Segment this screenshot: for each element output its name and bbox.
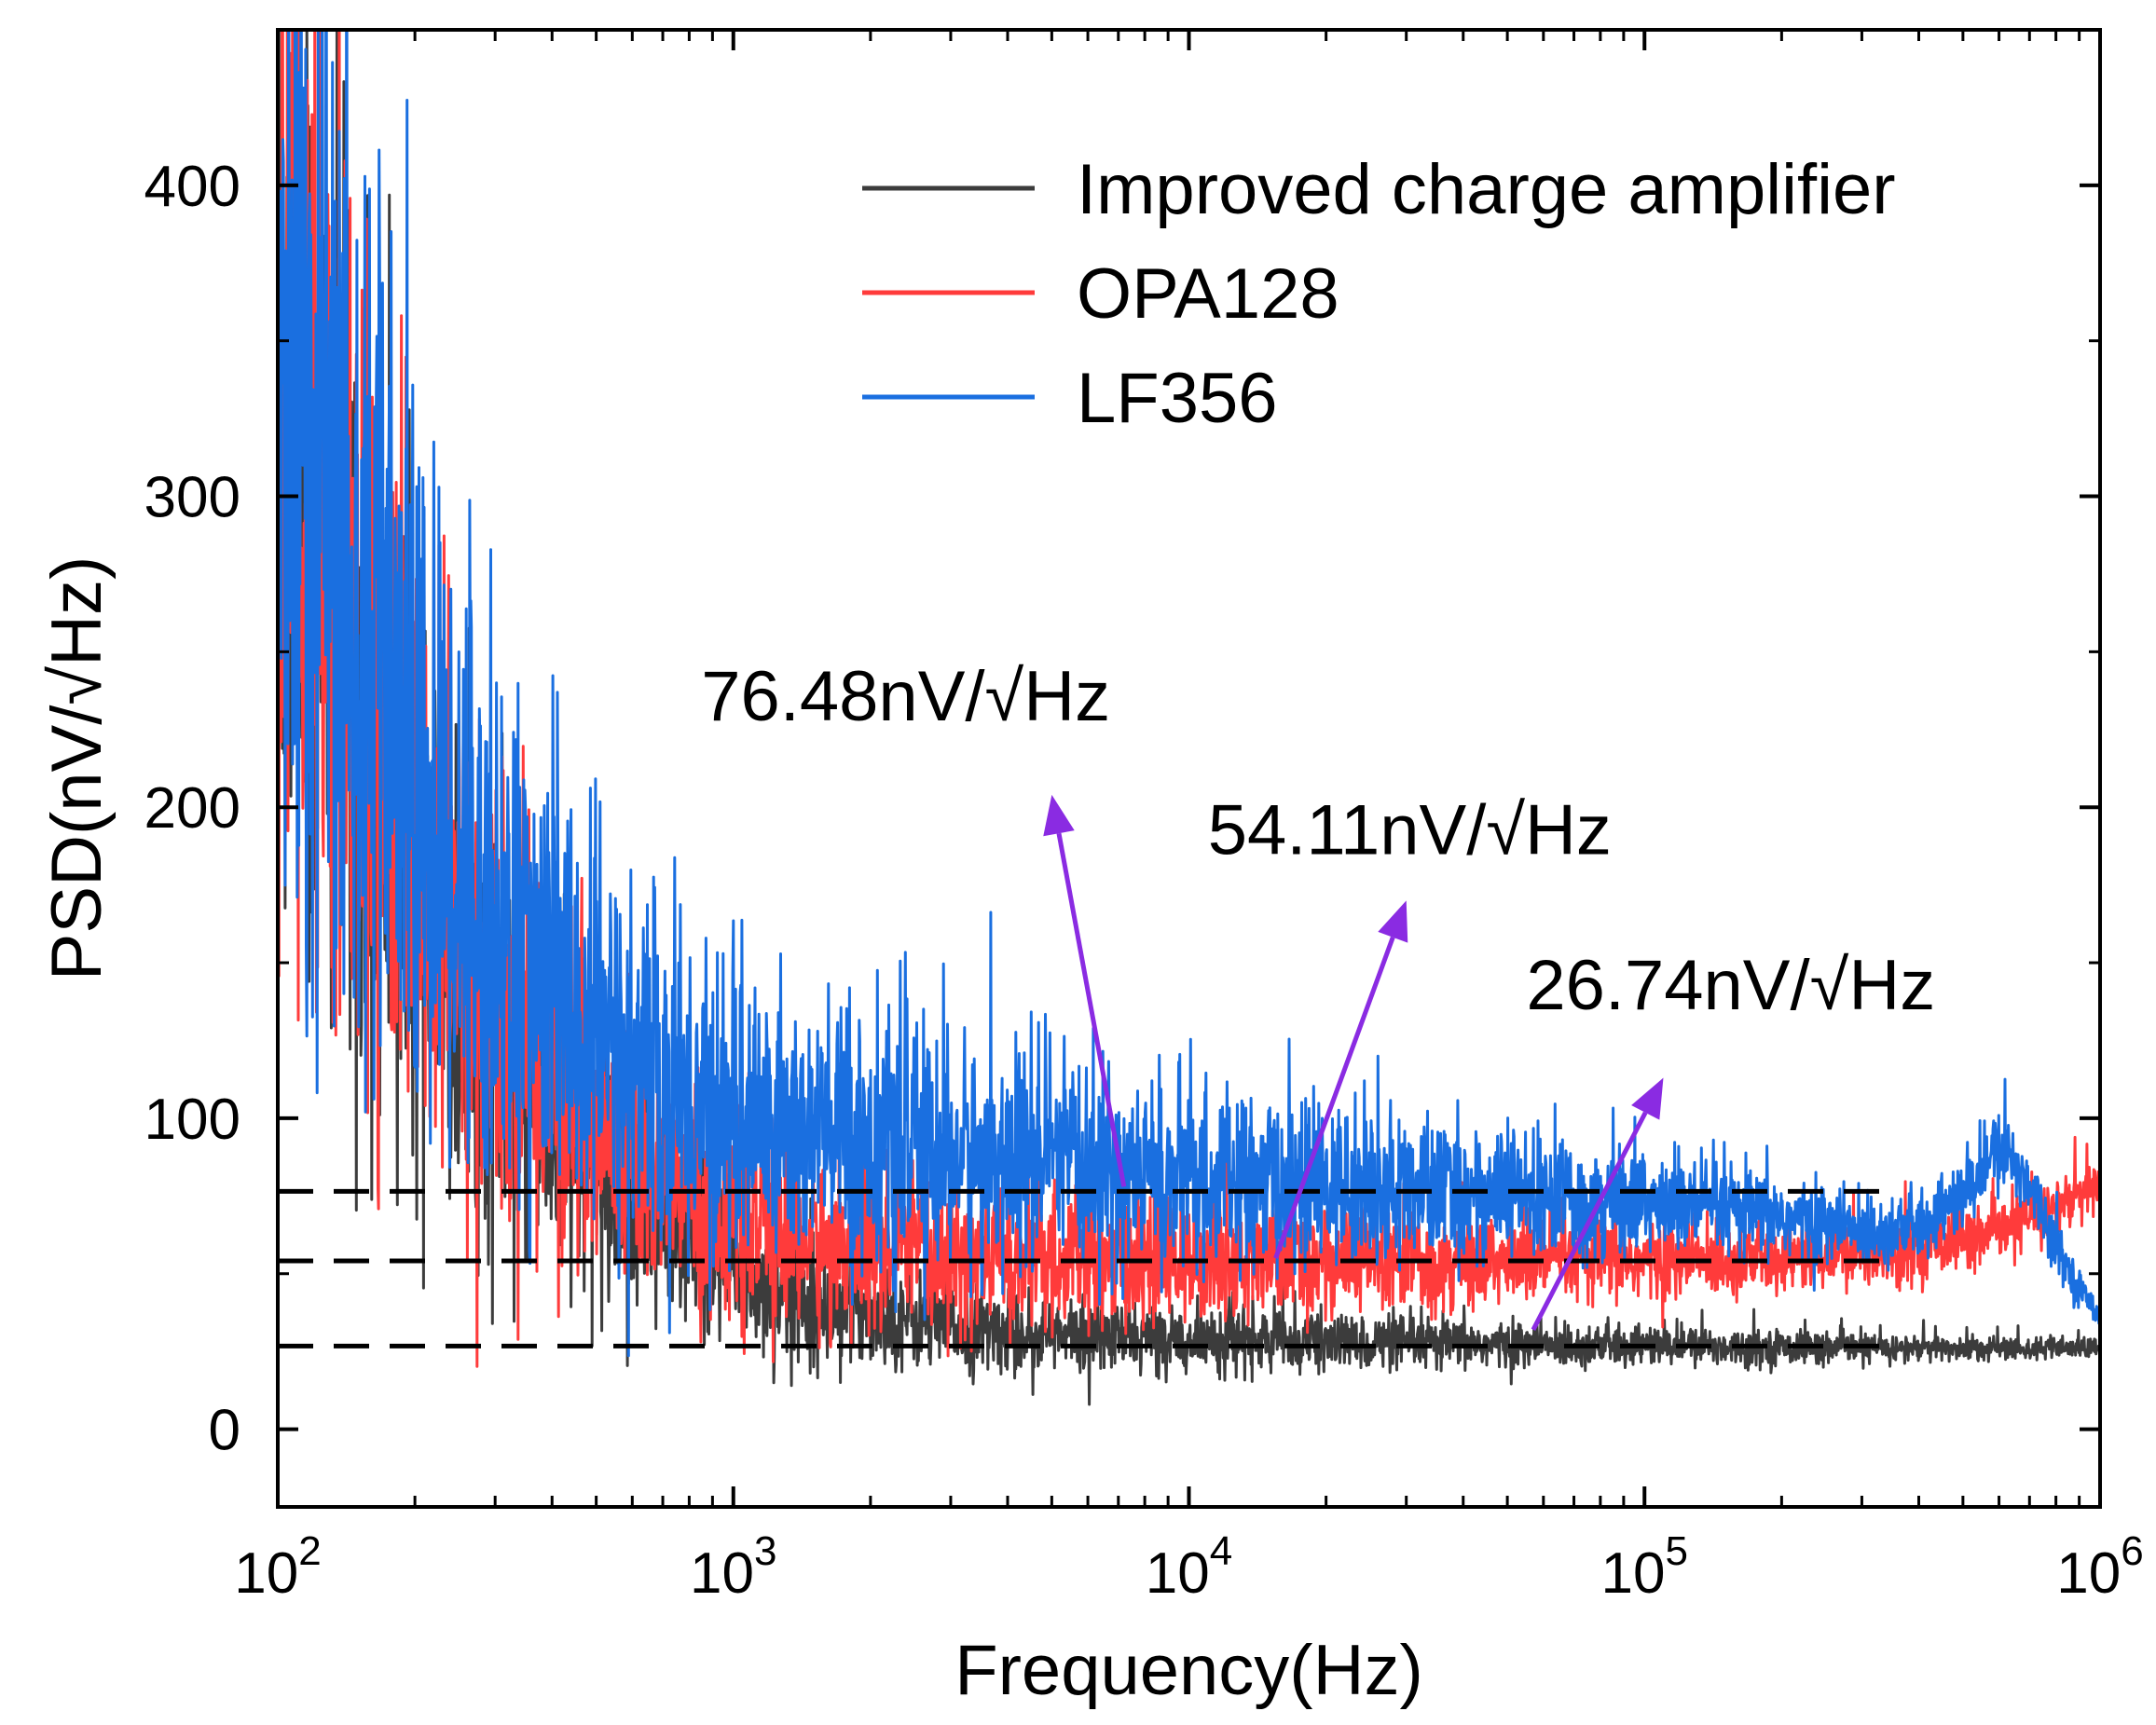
x-tick-label: 102 [234, 1528, 321, 1606]
annotation-label: 76.48nV/√Hz [701, 657, 1110, 736]
x-tick-label: 103 [690, 1528, 776, 1606]
annotation-label: 54.11nV/√Hz [1208, 790, 1612, 869]
x-axis-title: Frequency(Hz) [954, 1631, 1423, 1710]
y-tick-label: 300 [144, 466, 240, 530]
annotation-arrow-shaft [1056, 832, 1127, 1187]
legend-label: Improved charge amplifier [1077, 150, 1896, 229]
series-line-lf356 [278, 30, 2100, 1358]
axis-ticks: 102 103 104 105 106 0 100 200 300 400 [144, 28, 2144, 1606]
annotation-arrow-shaft [1273, 936, 1395, 1259]
y-axis-title: PSD(nV/√Hz) [37, 556, 117, 981]
annotation-arrow-head [1631, 1077, 1664, 1120]
annotation-arrow-head [1043, 794, 1075, 837]
legend-label: OPA128 [1077, 254, 1339, 334]
legend-label: LF356 [1077, 359, 1278, 438]
y-tick-label: 100 [144, 1088, 240, 1152]
x-tick-label: 106 [2056, 1528, 2143, 1606]
annotation-label: 26.74nV/√Hz [1526, 946, 1935, 1025]
y-tick-label: 200 [144, 776, 240, 841]
noise-floor-lines [278, 1188, 1893, 1349]
x-tick-label: 105 [1601, 1528, 1688, 1606]
legend: Improved charge amplifier OPA128 LF356 [862, 150, 1896, 438]
annotation-arrow-shaft [1531, 1111, 1648, 1331]
x-tick-label: 104 [1146, 1528, 1232, 1606]
annotation-arrow-head [1378, 900, 1408, 943]
y-tick-label: 0 [209, 1399, 240, 1463]
y-tick-label: 400 [144, 155, 240, 219]
annotations: 76.48nV/√Hz 54.11nV/√Hz 26.74nV/√Hz [701, 657, 1935, 1331]
